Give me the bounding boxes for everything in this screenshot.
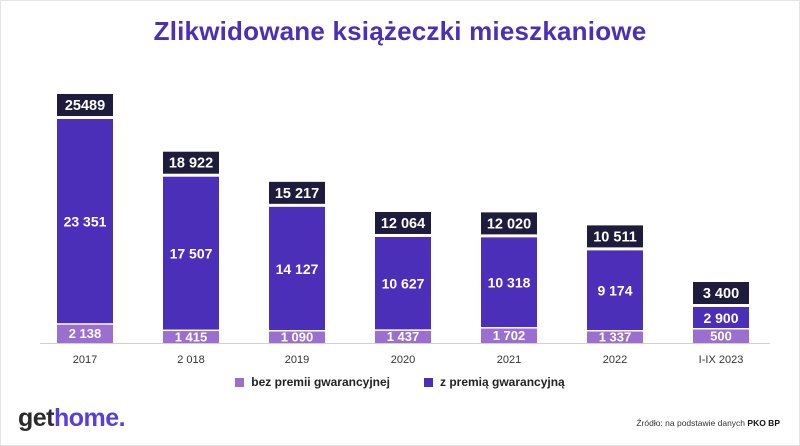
segment-label-z-premia: 2 900 [703, 310, 738, 326]
segment-label-bez-premii: 1 090 [281, 330, 314, 345]
legend-swatch [424, 377, 433, 387]
segment-label-z-premia: 10 318 [488, 275, 531, 291]
total-label: 12 064 [381, 216, 425, 232]
bar-segment-bez-premii [587, 331, 643, 343]
segment-label-z-premia: 23 351 [64, 214, 107, 230]
bar-segment-bez-premii [375, 330, 431, 343]
bar-separator [57, 323, 113, 325]
total-label-box [163, 151, 219, 174]
legend-item-z-premia: z premią gwarancyjną [424, 375, 565, 389]
segment-label-z-premia: 17 507 [170, 246, 213, 262]
bar-separator [481, 327, 537, 329]
legend-swatch [235, 377, 245, 387]
chart-legend: bez premii gwarancyjnej z premią gwaranc… [0, 375, 800, 389]
bar-segment-z-premia [163, 176, 219, 331]
category-label: 2020 [391, 354, 415, 366]
legend-item-bez-premii: bez premii gwarancyjnej [235, 375, 390, 389]
bar-segment-z-premia [269, 206, 325, 331]
category-label: I-IX 2023 [699, 354, 744, 366]
segment-label-z-premia: 14 127 [276, 261, 319, 277]
total-label-box [481, 212, 537, 235]
segment-label-bez-premii: 1 437 [387, 329, 420, 344]
bar-segment-bez-premii [163, 330, 219, 343]
bar-segment-bez-premii [57, 324, 113, 343]
category-label: 2021 [497, 354, 521, 366]
bar-segment-bez-premii [269, 331, 325, 343]
total-label: 18 922 [169, 156, 213, 172]
bar-separator [587, 330, 643, 332]
total-label: 12 020 [487, 216, 531, 232]
total-label-box [57, 94, 113, 116]
bar-segment-z-premia [693, 307, 749, 329]
category-label: 2 018 [177, 354, 205, 366]
total-label: 15 217 [275, 186, 319, 202]
bar-separator [375, 329, 431, 331]
bar-segment-bez-premii [481, 328, 537, 343]
chart-title: Zlikwidowane książeczki mieszkaniowe [153, 16, 647, 46]
total-label: 3 400 [703, 286, 739, 302]
bar-separator [269, 330, 325, 332]
category-label: 2019 [285, 354, 309, 366]
category-label: 2017 [73, 354, 97, 366]
total-label: 10 511 [593, 229, 637, 245]
total-label-box [587, 225, 643, 248]
gethome-logo: gethome. [18, 404, 126, 433]
bar-segment-z-premia [375, 236, 431, 331]
logo-get: get [18, 404, 55, 432]
source-prefix: Źródło: na podstawie danych [636, 418, 746, 428]
bar-segment-z-premia [481, 237, 537, 329]
total-label-box [693, 282, 749, 304]
source-note: Źródło: na podstawie danych PKO BP [636, 418, 780, 428]
total-label-box [269, 181, 325, 204]
bar-segment-z-premia [587, 250, 643, 331]
legend-label: z premią gwarancyjną [440, 375, 565, 389]
bar-segment-bez-premii [693, 329, 749, 343]
logo-home: home. [54, 404, 126, 432]
source-name: PKO BP [747, 418, 780, 428]
total-label: 25489 [65, 98, 105, 114]
segment-label-bez-premii: 2 138 [69, 326, 102, 341]
segment-label-bez-premii: 1 415 [175, 329, 208, 344]
bar-separator [163, 329, 219, 332]
category-label: 2022 [603, 354, 627, 366]
bar-separator [693, 328, 749, 330]
segment-label-bez-premii: 1 702 [493, 328, 526, 343]
segment-label-bez-premii: 1 337 [599, 330, 632, 345]
total-label-box [375, 211, 431, 234]
segment-label-bez-premii: 500 [710, 329, 732, 344]
legend-label: bez premii gwarancyjnej [251, 375, 390, 389]
segment-label-z-premia: 9 174 [597, 283, 632, 299]
bar-segment-z-premia [57, 119, 113, 325]
segment-label-z-premia: 10 627 [382, 276, 425, 292]
